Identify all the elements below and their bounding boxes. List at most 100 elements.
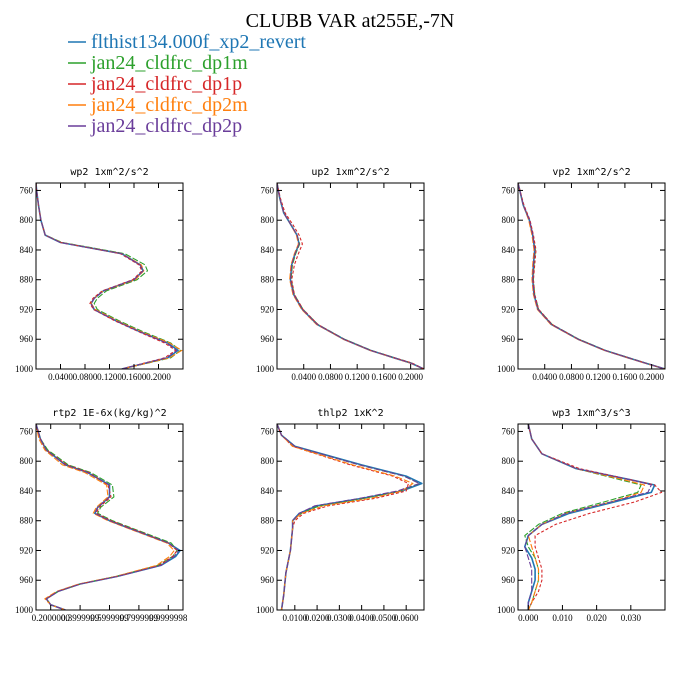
y-tick-label: 920 xyxy=(20,545,34,555)
y-tick-label: 760 xyxy=(502,185,516,195)
y-tick-label: 1000 xyxy=(256,605,275,615)
panel-title: vp2 1xm^2/s^2 xyxy=(552,167,630,178)
x-tick-label: 0.2000000 xyxy=(32,613,71,623)
plot-frame xyxy=(517,182,666,370)
x-tick-label: 0.000 xyxy=(518,613,539,623)
x-tick-label: 0.1600 xyxy=(122,372,147,382)
series-group xyxy=(36,424,181,610)
panel-title: wp3 1xm^3/s^3 xyxy=(552,408,630,419)
series-line xyxy=(277,424,421,610)
plot-frame xyxy=(276,182,425,370)
y-tick-label: 920 xyxy=(261,545,275,555)
panel-5: thlp2 1xK^276080084088092096010000.01000… xyxy=(256,408,425,623)
y-tick-label: 840 xyxy=(20,486,34,496)
panel-6: wp3 1xm^3/s^3 760 800 840 880 920 960 10000.000… xyxy=(497,408,666,623)
y-tick-label: 920 xyxy=(261,304,275,314)
panel-title: wp2 1xm^2/s^2 xyxy=(70,167,148,178)
x-tick-label: 0.030 xyxy=(621,613,642,623)
x-tick-label: 0.1200 xyxy=(97,372,122,382)
panel-title: thlp2 1xK^2 xyxy=(317,408,383,419)
y-tick-label: 880 xyxy=(20,275,34,285)
y-tick-label: 840 xyxy=(502,486,516,496)
y-tick-label: 960 xyxy=(502,575,516,585)
y-tick-label: 880 xyxy=(261,516,275,526)
legend-entry: jan24_cldfrc_dp2p xyxy=(90,115,242,137)
panel-2: up2 1xm^2/s^2 760 800 840 880 920 960 1000 0.040… xyxy=(256,167,425,382)
panel-title: up2 1xm^2/s^2 xyxy=(311,167,389,178)
x-tick-label: 0.1600 xyxy=(613,372,638,382)
panel-1: wp2 1xm^2/s^2 760 800 840 880 920 960 1000 0.040… xyxy=(15,167,184,382)
y-tick-label: 800 xyxy=(261,215,275,225)
x-tick-label: 0.0400 xyxy=(349,613,374,623)
figure-title: CLUBB VAR at255E,-7N xyxy=(246,10,455,32)
y-tick-label: 760 xyxy=(261,185,275,195)
x-tick-label: 0.9999998 xyxy=(149,613,188,623)
series-group xyxy=(523,424,663,610)
series-line xyxy=(36,183,178,369)
y-tick-label: 800 xyxy=(502,456,516,466)
series-group xyxy=(36,183,183,369)
y-tick-label: 840 xyxy=(261,486,275,496)
plot-frame xyxy=(517,423,666,611)
series-line xyxy=(524,424,652,610)
y-tick-label: 920 xyxy=(502,545,516,555)
panel-4: rtp2 1E-6x(kg/kg)^2 760 800 840 880 920 960 100… xyxy=(15,408,188,623)
series-line xyxy=(36,424,180,610)
series-group xyxy=(277,424,423,610)
x-tick-label: 0.0800 xyxy=(559,372,584,382)
series-line xyxy=(277,424,421,610)
series-group xyxy=(277,183,424,369)
x-tick-label: 0.020 xyxy=(587,613,608,623)
y-tick-label: 800 xyxy=(20,456,34,466)
x-tick-label: 0.2000 xyxy=(639,372,664,382)
x-tick-label: 0.2000 xyxy=(398,372,423,382)
x-tick-label: 0.0400 xyxy=(532,372,557,382)
x-tick-label: 0.7999999 xyxy=(120,613,159,623)
y-tick-label: 1000 xyxy=(497,364,516,374)
y-tick-label: 880 xyxy=(502,516,516,526)
y-tick-label: 960 xyxy=(261,575,275,585)
y-tick-label: 960 xyxy=(502,334,516,344)
y-tick-label: 840 xyxy=(261,245,275,255)
x-tick-label: 0.3999999 xyxy=(61,613,100,623)
y-tick-label: 920 xyxy=(502,304,516,314)
series-line xyxy=(518,183,665,369)
y-tick-label: 880 xyxy=(261,275,275,285)
legend-entry: jan24_cldfrc_dp1p xyxy=(90,73,242,95)
y-tick-label: 1000 xyxy=(256,364,275,374)
x-tick-label: 0.1200 xyxy=(345,372,370,382)
y-tick-label: 1000 xyxy=(497,605,516,615)
plot-frame xyxy=(276,423,425,611)
series-group xyxy=(518,183,665,369)
x-tick-label: 0.0400 xyxy=(48,372,73,382)
y-tick-label: 760 xyxy=(20,426,34,436)
y-tick-label: 800 xyxy=(20,215,34,225)
x-tick-label: 0.0500 xyxy=(372,613,397,623)
x-tick-label: 0.0400 xyxy=(291,372,316,382)
x-tick-label: 0.010 xyxy=(552,613,573,623)
y-tick-label: 960 xyxy=(20,334,34,344)
legend: flthist134.000f_xp2_revertjan24_cldfrc_d… xyxy=(68,31,306,137)
y-tick-label: 880 xyxy=(502,275,516,285)
y-tick-label: 960 xyxy=(20,575,34,585)
y-tick-label: 840 xyxy=(20,245,34,255)
x-tick-label: 0.0800 xyxy=(318,372,343,382)
y-tick-label: 920 xyxy=(20,304,34,314)
panel-title: rtp2 1E-6x(kg/kg)^2 xyxy=(52,408,166,419)
x-tick-label: 0.1200 xyxy=(586,372,611,382)
y-tick-label: 1000 xyxy=(15,364,34,374)
y-tick-label: 1000 xyxy=(15,605,34,615)
y-tick-label: 800 xyxy=(502,215,516,225)
x-tick-label: 0.0200 xyxy=(305,613,330,623)
series-line xyxy=(277,424,414,610)
y-tick-label: 880 xyxy=(20,516,34,526)
panel-3: vp2 1xm^2/s^2 760 800 840 880 920 960 1000 0.040… xyxy=(497,167,666,382)
y-tick-label: 760 xyxy=(502,426,516,436)
x-tick-label: 0.0300 xyxy=(327,613,352,623)
legend-entry: jan24_cldfrc_dp2m xyxy=(90,94,248,116)
y-tick-label: 840 xyxy=(502,245,516,255)
x-tick-label: 0.1600 xyxy=(372,372,397,382)
x-tick-label: 0.5999999 xyxy=(90,613,129,623)
